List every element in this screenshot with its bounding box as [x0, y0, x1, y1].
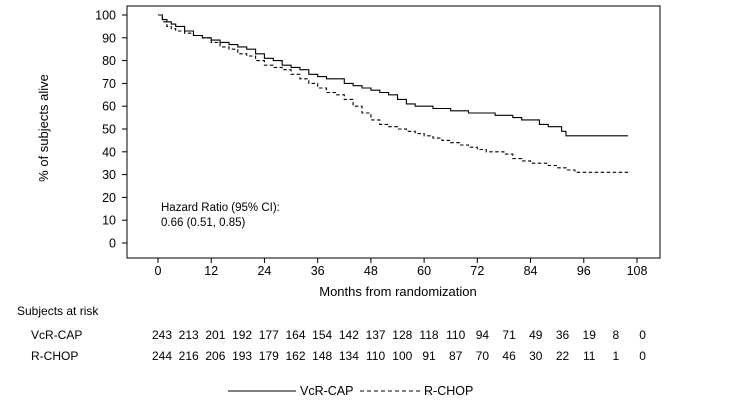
risk-cell: 118	[419, 328, 438, 342]
x-axis: 0 12 24 36 48 60 72 84 96 108	[155, 258, 648, 278]
risk-cell: 70	[476, 349, 490, 363]
x-tick-label: 0	[155, 264, 162, 278]
hazard-ratio-label: Hazard Ratio (95% CI):	[161, 202, 280, 214]
risk-cell: 134	[339, 349, 359, 363]
x-tick-label: 48	[364, 264, 378, 278]
risk-cell: 213	[179, 328, 199, 342]
risk-cell: 91	[422, 349, 436, 363]
risk-cell: 137	[366, 328, 386, 342]
legend: VcR-CAP R-CHOP	[228, 384, 473, 398]
risk-cell: 201	[205, 328, 225, 342]
risk-cell: 8	[613, 328, 620, 342]
x-tick-label: 72	[470, 264, 484, 278]
risk-cell: 100	[392, 349, 412, 363]
risk-row-label: VcR-CAP	[31, 328, 82, 342]
y-tick-label: 100	[95, 9, 116, 23]
y-tick-label: 60	[102, 100, 116, 114]
risk-cell: 148	[312, 349, 332, 363]
risk-cell: 22	[556, 349, 570, 363]
risk-cell: 46	[502, 349, 516, 363]
x-tick-label: 96	[577, 264, 591, 278]
y-tick-label: 20	[102, 191, 116, 205]
y-tick-label: 40	[102, 145, 116, 159]
y-tick-label: 90	[102, 31, 116, 45]
risk-cell: 1	[613, 349, 620, 363]
risk-cell: 87	[449, 349, 463, 363]
risk-table-title: Subjects at risk	[17, 304, 99, 318]
risk-cell: 179	[259, 349, 279, 363]
series-line-r-chop	[158, 14, 629, 173]
risk-cell: 243	[152, 328, 172, 342]
y-tick-label: 10	[102, 214, 116, 228]
risk-cell: 164	[285, 328, 305, 342]
risk-cell: 30	[529, 349, 543, 363]
x-tick-label: 12	[204, 264, 218, 278]
x-tick-label: 60	[417, 264, 431, 278]
risk-cell: 192	[232, 328, 252, 342]
risk-cell: 142	[339, 328, 359, 342]
x-tick-label: 36	[311, 264, 325, 278]
risk-cell: 128	[392, 328, 412, 342]
risk-cell: 11	[583, 349, 596, 363]
y-axis: 0 10 20 30 40 50 60 70 80 90 100	[95, 9, 127, 251]
risk-cell: 110	[366, 349, 385, 363]
risk-cell: 49	[529, 328, 543, 342]
y-tick-label: 0	[109, 237, 116, 251]
y-tick-label: 70	[102, 77, 116, 91]
legend-label-vcr-cap: VcR-CAP	[300, 384, 353, 398]
risk-cell: 162	[285, 349, 305, 363]
risk-cell: 94	[476, 328, 490, 342]
x-tick-label: 84	[524, 264, 538, 278]
x-tick-label: 24	[257, 264, 271, 278]
risk-cell: 216	[179, 349, 199, 363]
y-tick-label: 50	[102, 123, 116, 137]
x-tick-label: 108	[627, 264, 648, 278]
hazard-ratio-value: 0.66 (0.51, 0.85)	[161, 217, 246, 229]
y-tick-label: 80	[102, 54, 116, 68]
risk-cell: 206	[205, 349, 225, 363]
risk-cell: 244	[152, 349, 172, 363]
risk-cell: 154	[312, 328, 332, 342]
risk-cell: 19	[583, 328, 597, 342]
risk-cell: 36	[556, 328, 570, 342]
risk-cell: 0	[639, 349, 646, 363]
legend-label-r-chop: R-CHOP	[424, 384, 473, 398]
x-axis-title: Months from randomization	[319, 284, 477, 299]
risk-cell: 0	[639, 328, 646, 342]
risk-cell: 71	[502, 328, 516, 342]
risk-table: VcR-CAP 243 213 201 192 177 164 154 142 137 128 118…	[31, 328, 646, 363]
y-tick-label: 30	[102, 168, 116, 182]
risk-cell: 177	[259, 328, 279, 342]
y-axis-title: % of subjects alive	[36, 74, 51, 182]
risk-cell: 193	[232, 349, 252, 363]
survival-curves	[158, 14, 629, 173]
risk-row-label: R-CHOP	[31, 349, 78, 363]
plot-frame	[126, 5, 661, 259]
risk-cell: 110	[446, 328, 465, 342]
series-line-vcr-cap	[158, 14, 629, 137]
